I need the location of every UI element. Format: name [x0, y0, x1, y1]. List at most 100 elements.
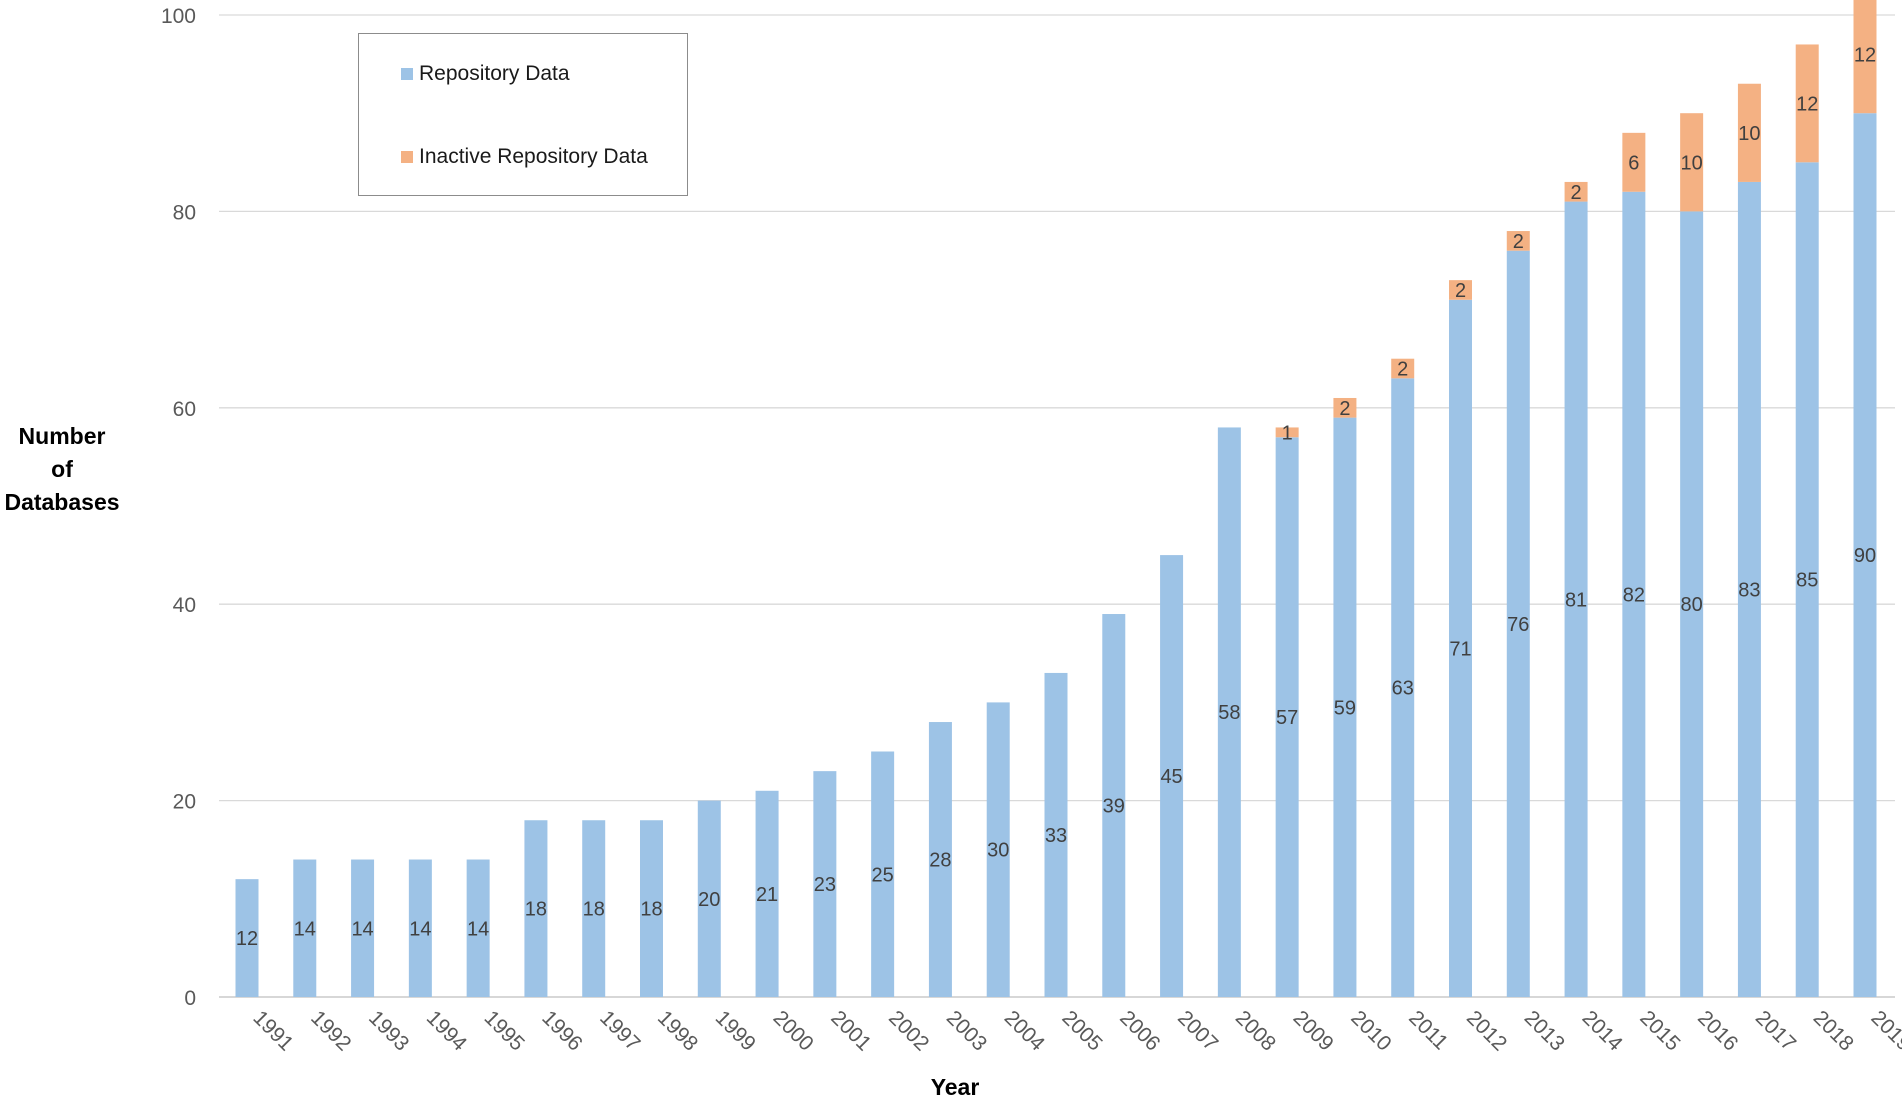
bar-repository	[1333, 417, 1357, 997]
data-label-repository: 45	[1160, 766, 1182, 788]
bar-repository	[1622, 191, 1646, 997]
data-label-repository: 18	[640, 899, 662, 921]
y-tick-label: 60	[173, 398, 196, 421]
x-tick-label: 2007	[1173, 1006, 1222, 1055]
y-axis-label-line-2: of	[51, 456, 73, 482]
bar-inactive	[1622, 132, 1646, 192]
bar-repository	[1044, 672, 1068, 997]
x-tick-label: 2003	[942, 1006, 991, 1055]
data-label-repository: 81	[1565, 589, 1587, 611]
bar-inactive	[1333, 397, 1357, 418]
bar-repository	[524, 820, 548, 997]
bar-repository	[408, 859, 432, 997]
data-label-inactive: 10	[1738, 123, 1760, 145]
y-tick-label: 100	[161, 5, 196, 28]
data-label-repository: 85	[1796, 570, 1818, 592]
x-tick-label: 1994	[422, 1006, 472, 1056]
bar-inactive	[1853, 0, 1877, 114]
bar-inactive	[1564, 181, 1588, 202]
x-tick-label: 2013	[1520, 1006, 1569, 1055]
bar-repository	[293, 859, 317, 997]
x-tick-label: 2009	[1289, 1006, 1338, 1055]
x-tick-label: 1996	[537, 1006, 586, 1055]
y-tick-label: 80	[173, 201, 196, 224]
x-tick-label: 2018	[1809, 1006, 1858, 1055]
bar-repository	[1737, 181, 1761, 997]
legend-label-inactive: Inactive Repository Data	[419, 145, 648, 168]
data-label-repository: 18	[583, 899, 605, 921]
x-tick-label: 2017	[1751, 1006, 1800, 1055]
data-label-repository: 21	[756, 884, 778, 906]
x-tick-label: 2008	[1231, 1006, 1280, 1055]
bar-repository	[640, 820, 663, 997]
bar-repository	[1564, 201, 1588, 997]
x-tick-label: 1997	[595, 1006, 644, 1055]
bar-repository	[1506, 250, 1530, 997]
x-tick-label: 2002	[884, 1006, 933, 1055]
legend: Repository Data Inactive Repository Data	[358, 33, 688, 196]
data-label-repository: 12	[236, 928, 258, 950]
bar-repository	[1391, 378, 1415, 998]
data-label-repository: 30	[987, 840, 1009, 862]
data-label-repository: 14	[409, 918, 431, 940]
data-label-repository: 82	[1623, 584, 1645, 606]
bar-repository	[871, 751, 895, 997]
bar-repository	[697, 800, 721, 997]
y-tick-label: 40	[173, 594, 196, 617]
data-label-repository: 14	[467, 918, 489, 940]
x-tick-label: 2019	[1866, 1006, 1902, 1055]
bar-inactive	[1449, 280, 1472, 300]
legend-swatch-repository	[401, 68, 413, 80]
x-tick-label: 1993	[364, 1006, 413, 1055]
bar-repository	[1160, 555, 1184, 997]
bar-repository	[235, 879, 259, 997]
y-tick-label: 20	[173, 791, 196, 814]
x-tick-label: 2001	[826, 1006, 875, 1055]
data-label-repository: 25	[872, 864, 894, 886]
bar-repository	[582, 820, 606, 997]
legend-item-repository: Repository Data	[401, 62, 570, 86]
x-tick-label: 2011	[1404, 1006, 1452, 1054]
y-axis-label-line-3: Databases	[4, 489, 120, 515]
bar-inactive	[1506, 231, 1530, 251]
x-tick-label: 2005	[1057, 1006, 1106, 1055]
x-tick-label: 2016	[1693, 1006, 1742, 1055]
x-tick-label: 2012	[1462, 1006, 1511, 1055]
bar-repository	[813, 771, 837, 997]
data-label-repository: 63	[1392, 678, 1414, 700]
bar-repository	[755, 790, 779, 997]
bar-repository	[1449, 299, 1472, 997]
legend-label-repository: Repository Data	[419, 62, 570, 85]
x-tick-label: 1992	[306, 1006, 355, 1055]
x-tick-label: 2014	[1578, 1006, 1628, 1056]
x-tick-label: 1991	[248, 1006, 297, 1055]
x-tick-label: 1995	[480, 1006, 529, 1055]
bar-inactive	[1391, 358, 1415, 379]
data-label-inactive: 10	[1681, 152, 1703, 174]
y-axis-label: Number of Databases	[0, 420, 124, 519]
x-tick-label: 1999	[711, 1006, 760, 1055]
data-label-inactive: 2	[1455, 280, 1466, 302]
legend-item-inactive: Inactive Repository Data	[401, 145, 648, 169]
bar-repository	[1853, 113, 1877, 997]
data-label-repository: 33	[1045, 825, 1067, 847]
data-label-repository: 80	[1681, 594, 1703, 616]
data-label-repository: 23	[814, 874, 836, 896]
data-label-inactive: 12	[1854, 44, 1876, 66]
data-label-repository: 76	[1507, 614, 1529, 636]
data-label-repository: 59	[1334, 697, 1356, 719]
data-label-inactive: 2	[1513, 231, 1524, 253]
data-label-repository: 39	[1103, 796, 1125, 818]
bar-inactive	[1737, 83, 1761, 182]
bar-repository	[466, 859, 490, 997]
bar-repository	[1795, 162, 1819, 998]
y-tick-label: 0	[184, 987, 196, 1010]
data-label-repository: 90	[1854, 545, 1876, 567]
bar-repository	[351, 859, 375, 997]
data-label-repository: 71	[1449, 638, 1471, 660]
data-label-repository: 58	[1218, 702, 1240, 724]
data-label-repository: 14	[294, 918, 316, 940]
y-axis-label-line-1: Number	[18, 423, 106, 449]
data-label-inactive: 2	[1397, 359, 1408, 381]
